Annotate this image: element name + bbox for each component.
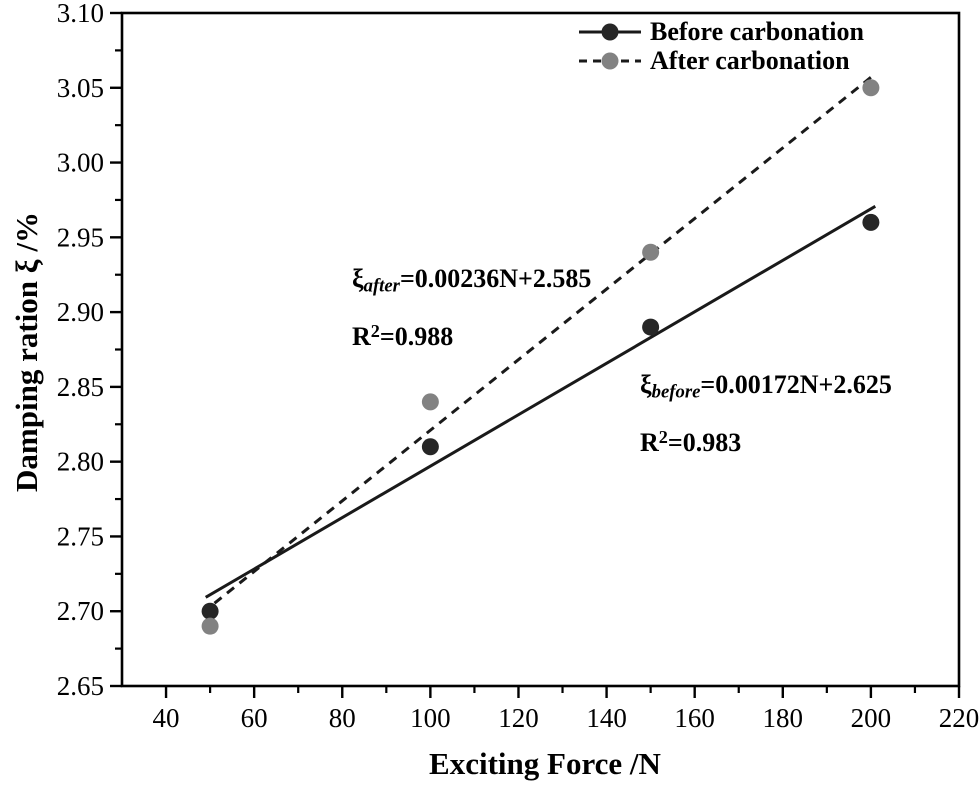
svg-text:160: 160 [674,703,715,733]
before-fit-equation: ξbefore=0.00172N+2.625 [640,370,892,403]
y-axis-title: Damping ration ξ /% [9,212,44,492]
svg-text:3.10: 3.10 [57,0,104,28]
svg-text:3.00: 3.00 [57,148,104,178]
svg-text:2.65: 2.65 [57,671,104,701]
svg-text:3.05: 3.05 [57,73,104,103]
after-fit-r2: R2=0.988 [352,320,454,351]
svg-text:2.85: 2.85 [57,372,104,402]
legend-label-before: Before carbonation [650,17,864,46]
annotation-before-fit: ξbefore=0.00172N+2.625 R2=0.983 [640,362,892,465]
legend-item-after: After carbonation [578,46,864,75]
legend: Before carbonation After carbonation [578,17,864,75]
svg-text:2.80: 2.80 [57,447,104,477]
svg-text:40: 40 [153,703,180,733]
svg-text:220: 220 [939,703,980,733]
after-fit-equation: ξafter=0.00236N+2.585 [352,264,592,297]
svg-text:180: 180 [763,703,804,733]
svg-text:80: 80 [329,703,356,733]
svg-text:2.90: 2.90 [57,297,104,327]
svg-text:100: 100 [410,703,451,733]
svg-text:2.75: 2.75 [57,521,104,551]
legend-item-before: Before carbonation [578,17,864,46]
annotation-after-fit: ξafter=0.00236N+2.585 R2=0.988 [352,256,591,359]
svg-text:2.70: 2.70 [57,596,104,626]
svg-text:120: 120 [498,703,539,733]
dashed-line-marker-icon [579,52,641,69]
x-axis-title: Exciting Force /N [429,746,661,781]
svg-text:2.95: 2.95 [57,222,104,252]
svg-text:200: 200 [851,703,892,733]
svg-text:60: 60 [241,703,268,733]
solid-line-marker-icon [579,23,641,40]
legend-label-after: After carbonation [650,46,850,75]
svg-text:140: 140 [586,703,627,733]
before-fit-r2: R2=0.983 [640,426,742,457]
